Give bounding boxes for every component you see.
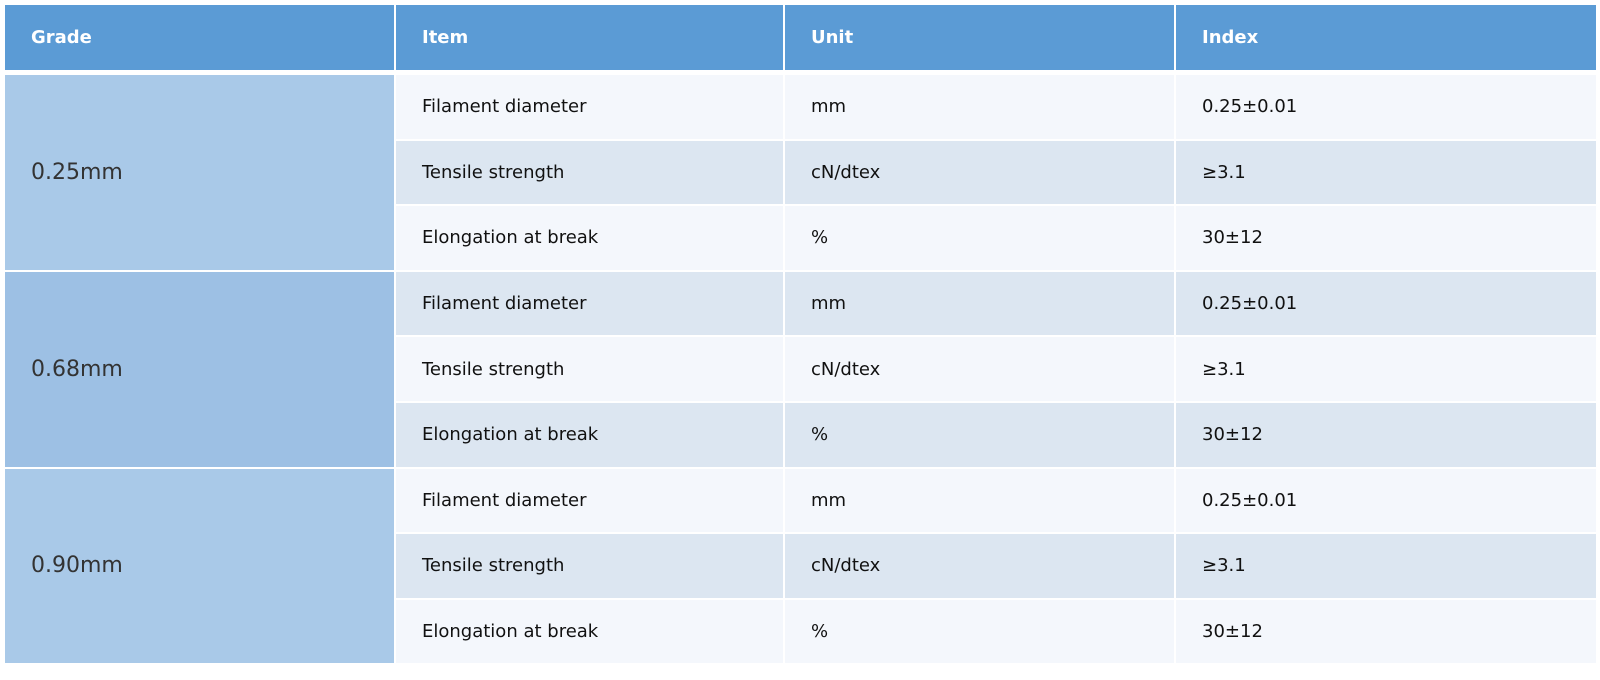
item-cell: Tensile strength	[396, 534, 783, 598]
header-item: Item	[396, 5, 783, 70]
unit-cell: mm	[785, 75, 1174, 139]
index-cell: ≥3.1	[1176, 140, 1596, 205]
item-cell: Elongation at break	[396, 599, 783, 664]
index-cell: ≥3.1	[1176, 534, 1596, 598]
item-cell: Tensile strength	[396, 140, 783, 205]
header-unit: Unit	[785, 5, 1174, 70]
header-grade: Grade	[5, 5, 394, 70]
index-cell: ≥3.1	[1176, 337, 1596, 401]
item-cell: Filament diameter	[396, 468, 783, 533]
header-index: Index	[1176, 5, 1596, 70]
index-cell: 30±12	[1176, 402, 1596, 467]
unit-cell: %	[785, 599, 1174, 664]
item-cell: Tensile strength	[396, 337, 783, 401]
item-cell: Filament diameter	[396, 271, 783, 336]
unit-cell: cN/dtex	[785, 534, 1174, 598]
unit-cell: cN/dtex	[785, 140, 1174, 205]
grade-cell: 0.68mm	[5, 271, 394, 467]
unit-cell: cN/dtex	[785, 337, 1174, 401]
spec-table: Grade Item Unit Index 0.25mm Filament dia…	[5, 5, 1596, 664]
index-cell: 0.25±0.01	[1176, 271, 1596, 336]
item-cell: Elongation at break	[396, 206, 783, 270]
grade-cell: 0.90mm	[5, 468, 394, 664]
item-cell: Elongation at break	[396, 402, 783, 467]
grade-cell: 0.25mm	[5, 75, 394, 270]
index-cell: 30±12	[1176, 599, 1596, 664]
unit-cell: mm	[785, 271, 1174, 336]
index-cell: 0.25±0.01	[1176, 468, 1596, 533]
table-header: Grade Item Unit Index	[5, 5, 1596, 70]
table-body: 0.25mm Filament diameter mm 0.25±0.01 Tensil…	[5, 75, 1596, 664]
item-cell: Filament diameter	[396, 75, 783, 139]
unit-cell: mm	[785, 468, 1174, 533]
index-cell: 30±12	[1176, 206, 1596, 270]
unit-cell: %	[785, 402, 1174, 467]
unit-cell: %	[785, 206, 1174, 270]
index-cell: 0.25±0.01	[1176, 75, 1596, 139]
